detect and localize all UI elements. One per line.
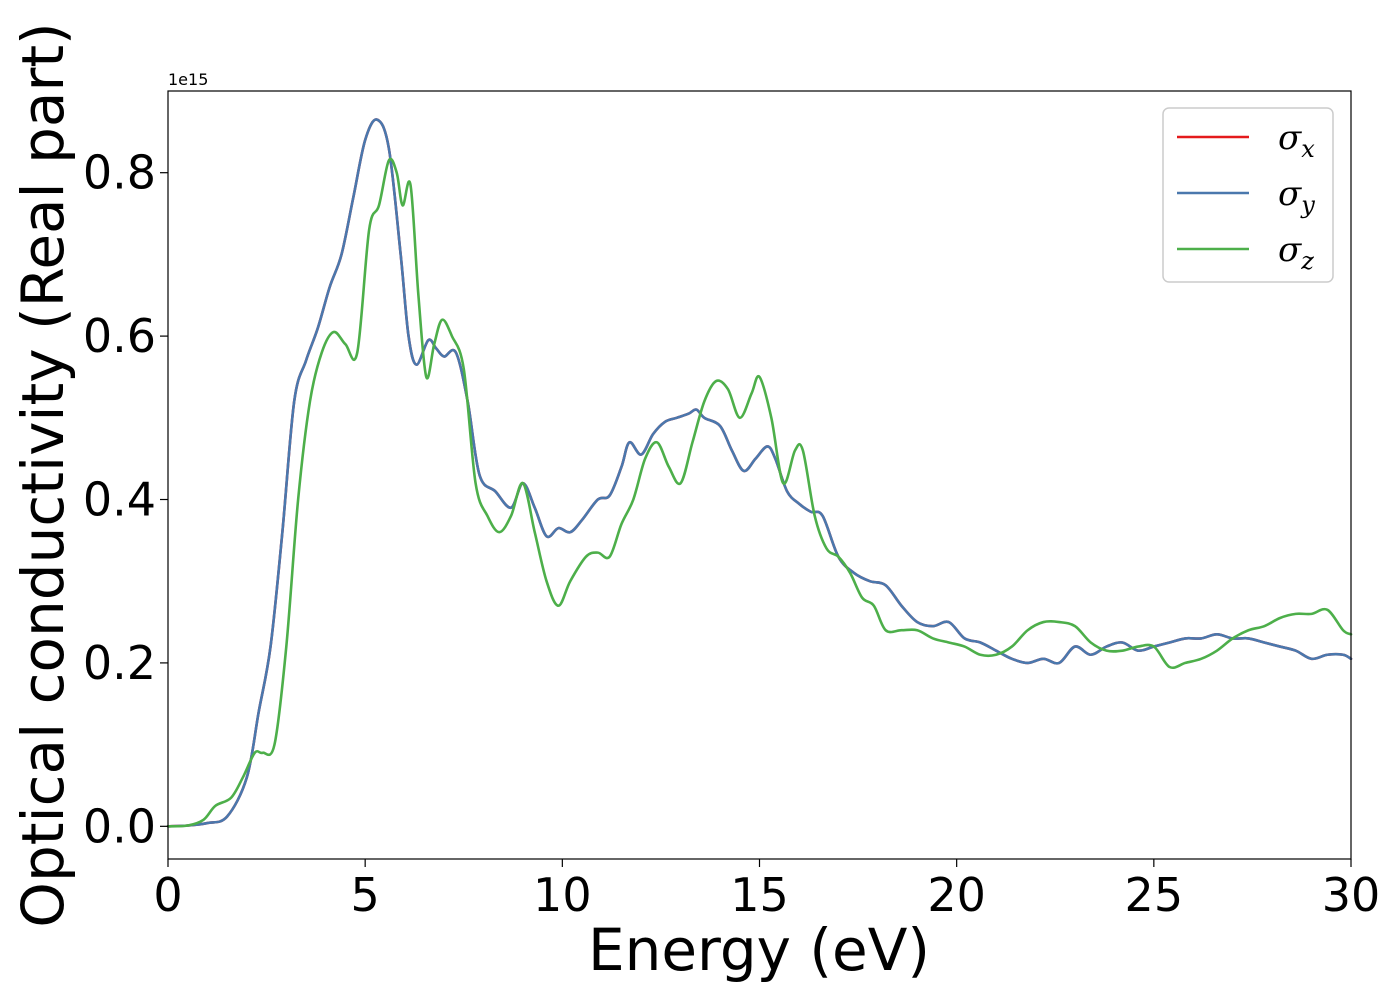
x-axis-ticks: 0 5 10 15 20 25 30 <box>153 859 1380 922</box>
x-tick-label: 25 <box>1125 868 1184 922</box>
x-tick-label: 10 <box>533 868 592 922</box>
legend-label-subscript: y <box>1300 191 1315 219</box>
y-axis-ticks: 0.0 0.2 0.4 0.6 0.8 <box>83 146 168 853</box>
y-tick-label: 0.6 <box>83 309 156 363</box>
x-tick-label: 20 <box>927 868 986 922</box>
legend-label-x: σx <box>1278 118 1315 163</box>
legend-label-y: σy <box>1278 174 1315 219</box>
x-axis-title: Energy (eV) <box>588 916 930 984</box>
plot-area <box>168 91 1351 859</box>
y-tick-label: 0.0 <box>83 799 156 853</box>
legend-label-subscript: z <box>1300 247 1314 275</box>
series-line-z <box>166 157 1353 828</box>
legend-label-symbol: σ <box>1278 174 1302 214</box>
y-axis-title: Optical conductivity (Real part) <box>9 22 77 927</box>
y-offset-label: 1e15 <box>168 70 208 89</box>
series-layer <box>166 118 1353 828</box>
x-tick-label: 15 <box>730 868 789 922</box>
x-tick-label: 5 <box>351 868 380 922</box>
y-tick-label: 0.8 <box>83 146 156 200</box>
y-tick-label: 0.2 <box>83 636 156 690</box>
legend-label-subscript: x <box>1301 135 1315 163</box>
legend-box <box>1162 107 1334 283</box>
y-tick-label: 0.4 <box>83 473 156 527</box>
series-line-y <box>166 118 1353 828</box>
legend-label-z: σz <box>1278 230 1314 275</box>
legend-label-symbol: σ <box>1278 230 1302 270</box>
x-tick-label: 30 <box>1322 868 1381 922</box>
x-tick-label: 0 <box>153 868 182 922</box>
legend-label-symbol: σ <box>1278 118 1302 158</box>
